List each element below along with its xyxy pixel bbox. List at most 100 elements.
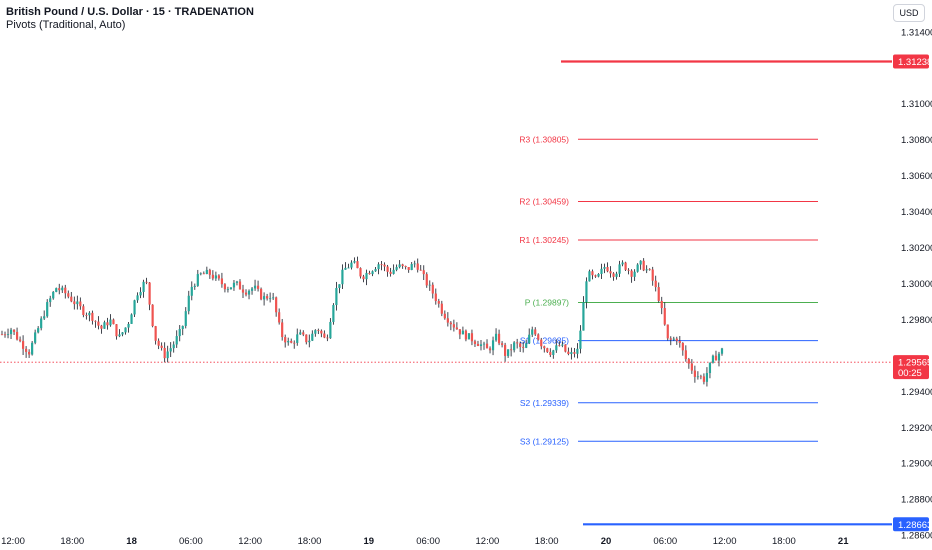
- x-axis[interactable]: 12:00 18:00 18 06:00 12:00 18:00 19 06:00 12:00 1…: [1, 536, 849, 547]
- candle: [687, 357, 690, 369]
- candle: [720, 347, 724, 356]
- candle: [377, 262, 380, 275]
- candle: [341, 264, 344, 289]
- candle: [151, 304, 154, 328]
- candle: [15, 327, 19, 341]
- candle: [443, 310, 446, 320]
- y-tick-label: 1.30600: [901, 171, 932, 182]
- indicator-label[interactable]: Pivots (Traditional, Auto): [6, 19, 126, 31]
- y-tick-label: 1.31400: [901, 27, 932, 38]
- candle: [272, 292, 275, 301]
- candle: [714, 350, 718, 361]
- candle: [368, 270, 371, 275]
- candle: [49, 295, 52, 307]
- candle: [290, 338, 293, 344]
- candle: [208, 268, 211, 279]
- candle: [458, 329, 462, 340]
- candle: [657, 282, 660, 303]
- candle: [374, 267, 377, 272]
- candle: [651, 266, 654, 286]
- candle: [422, 265, 425, 280]
- candle: [428, 280, 431, 291]
- candle: [449, 321, 452, 331]
- candle: [31, 341, 34, 356]
- y-axis[interactable]: 1.31400 1.31000 1.30800 1.30600 1.30400 1.302…: [901, 27, 932, 541]
- candle: [305, 334, 308, 345]
- candle: [627, 268, 630, 275]
- x-tick-label: 12:00: [476, 536, 500, 547]
- candle: [9, 327, 13, 340]
- horizontal-levels[interactable]: [561, 60, 892, 526]
- candle: [314, 329, 317, 337]
- candle: [717, 351, 721, 367]
- candle: [558, 341, 561, 347]
- candle: [106, 317, 109, 330]
- candle: [470, 329, 474, 346]
- candle: [552, 349, 555, 359]
- candle: [269, 292, 272, 303]
- pivot-label-r2: R2 (1.30459): [519, 196, 569, 206]
- candle: [202, 271, 205, 275]
- currency-button[interactable]: USD: [893, 4, 925, 22]
- candle: [555, 339, 558, 353]
- candle: [612, 272, 615, 281]
- candle: [425, 272, 428, 288]
- candle: [61, 285, 64, 293]
- x-tick-label: 18:00: [298, 536, 322, 547]
- candle: [287, 337, 290, 346]
- candle: [365, 269, 368, 286]
- candle: [681, 342, 684, 356]
- candle: [338, 284, 341, 294]
- candle: [491, 336, 495, 356]
- x-tick-label: 12:00: [713, 536, 737, 547]
- candle: [241, 284, 245, 298]
- candle: [585, 277, 588, 309]
- candle: [232, 279, 236, 291]
- candle: [705, 367, 709, 387]
- candle: [214, 271, 217, 281]
- candle: [217, 274, 221, 281]
- y-tick-label: 1.31000: [901, 99, 932, 110]
- candle: [464, 329, 468, 342]
- candle: [103, 320, 106, 329]
- candle: [606, 262, 609, 273]
- candle: [181, 325, 184, 336]
- candle: [94, 320, 97, 328]
- candle: [522, 341, 525, 353]
- y-tick-label: 1.29200: [901, 423, 932, 434]
- candle: [401, 263, 404, 269]
- candle: [419, 264, 422, 271]
- candle: [238, 279, 242, 290]
- candle: [46, 299, 49, 318]
- candle: [157, 338, 160, 350]
- candle: [503, 342, 507, 362]
- candle: [645, 265, 648, 274]
- candle: [431, 282, 434, 299]
- pivot-label-r1: R1 (1.30245): [519, 235, 569, 245]
- candle: [380, 261, 383, 271]
- pivot-label-s1: S1 (1.29685): [520, 336, 569, 346]
- y-tick-label: 1.28800: [901, 495, 932, 506]
- candle: [696, 371, 699, 380]
- candle: [461, 326, 465, 335]
- candle: [100, 324, 103, 334]
- candle: [64, 284, 67, 299]
- candle: [323, 330, 326, 339]
- candles: [0, 256, 724, 387]
- candle: [193, 283, 196, 290]
- candle: [588, 269, 591, 282]
- candle: [636, 263, 639, 273]
- candle: [594, 274, 597, 278]
- candle: [500, 341, 504, 348]
- candle: [386, 264, 389, 277]
- candle: [281, 318, 284, 341]
- candle: [70, 291, 73, 303]
- candle: [320, 329, 323, 338]
- candle: [570, 347, 573, 360]
- x-tick-label: 06:00: [179, 536, 203, 547]
- candle: [660, 296, 663, 315]
- candle: [244, 289, 248, 297]
- candle: [67, 290, 70, 299]
